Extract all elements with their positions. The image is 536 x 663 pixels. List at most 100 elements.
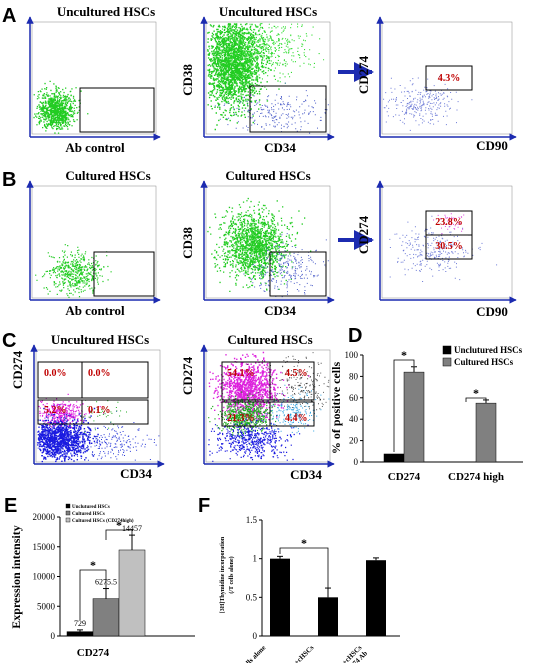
plot-title: Uncultured HSCs — [57, 4, 155, 19]
panel-label-a: A — [2, 5, 16, 27]
gate-percent-upper: 23.8% — [435, 217, 463, 228]
scatter-points — [389, 215, 498, 282]
y-tick-label: 1 — [253, 554, 258, 564]
y-axis-label: [3H]Thymidine incorporation — [220, 536, 226, 613]
gate-box-lower — [425, 234, 473, 260]
bar-chart-e: 0 5000 10000 15000 20000 Expression intensity… — [9, 503, 195, 659]
gate-box — [269, 251, 327, 297]
flow-plot-a2: Uncultured HSCs CD34 CD38 — [180, 4, 335, 155]
y-tick-label: 0 — [253, 631, 258, 641]
quadrant-percent-ur: 0.0% — [88, 368, 111, 379]
x-axis-label: CD34 — [120, 466, 152, 481]
significance-star: * — [301, 536, 307, 550]
x-axis-label: Ab control — [65, 140, 125, 155]
scatter-points — [35, 244, 112, 298]
y-tick-label: 5000 — [37, 601, 56, 611]
bar-chart-f: 0 0.5 1 1.5 [3H]Thymidine incorporation (/T c… — [220, 515, 400, 663]
bar — [403, 371, 425, 463]
scatter-points — [208, 351, 310, 429]
panel-label-e: E — [4, 495, 17, 517]
plot-title: Cultured HSCs — [225, 168, 310, 183]
legend-swatch — [65, 517, 71, 523]
y-axis-label: % of positive cells — [329, 362, 343, 455]
significance-bracket — [465, 397, 487, 402]
y-axis-label: CD274 — [180, 356, 195, 395]
scatter-points — [209, 23, 325, 94]
flow-plot-c2: Cultured HSCs 54.1% 4.5% 21.3% 4.4% CD34… — [180, 332, 335, 482]
y-tick-label: 1.5 — [246, 515, 258, 525]
panel-label-d: D — [348, 325, 362, 347]
scatter-cloud — [207, 23, 329, 134]
scatter-points — [207, 23, 284, 131]
y-axis-label: CD274 — [10, 350, 25, 389]
category-label-line: T cells +cHSCs — [278, 644, 316, 663]
y-axis-label: CD38 — [180, 64, 195, 96]
legend-label: Cultured HSCs — [454, 357, 514, 367]
x-axis-label: CD34 — [264, 303, 296, 318]
scatter-cloud — [207, 197, 329, 298]
scatter-points — [208, 414, 309, 462]
x-axis-label: CD34 — [290, 467, 322, 482]
scatter-points — [33, 80, 89, 134]
panel-c: Uncultured HSCs 0.0% 0.0% 5.2% 0.1% CD34… — [10, 332, 335, 482]
y-axis-label: CD274 — [356, 55, 371, 94]
x-axis-label: CD90 — [476, 138, 508, 153]
legend-label: Unclutured HSCs — [72, 505, 110, 510]
category-label: CD274 — [77, 647, 110, 659]
legend-label: Cultured HSCs (CD274high) — [72, 519, 134, 524]
y-tick-label: 100 — [345, 350, 359, 360]
scatter-cloud — [37, 393, 160, 463]
category-label-line: T cells alone — [236, 644, 268, 663]
scatter-cloud — [35, 244, 112, 298]
y-tick-label: 20000 — [33, 512, 56, 522]
quadrant-percent-lr: 4.4% — [285, 413, 308, 424]
significance-bracket — [393, 359, 415, 452]
plot-title: Uncultured HSCs — [219, 4, 317, 19]
bar — [475, 402, 497, 463]
y-axis-label: (/T cells alone) — [228, 556, 235, 593]
plot-frame — [381, 185, 513, 299]
quadrant-percent-ul: 54.1% — [227, 368, 255, 379]
bar — [92, 598, 120, 637]
gate-percent-lower: 30.5% — [435, 241, 463, 252]
y-tick-label: 40 — [349, 414, 359, 424]
scatter-cloud — [208, 351, 330, 462]
significance-star: * — [473, 386, 479, 400]
panel-label-c: C — [2, 330, 16, 352]
flow-plot-c1: Uncultured HSCs 0.0% 0.0% 5.2% 0.1% CD34… — [10, 332, 165, 481]
gate-percent: 4.3% — [438, 73, 461, 84]
gate-box — [425, 65, 473, 91]
significance-bracket — [279, 547, 329, 592]
category-label: CD274 high — [448, 471, 504, 483]
y-tick-label: 80 — [349, 371, 359, 381]
y-axis-label: CD38 — [180, 227, 195, 259]
bar — [66, 631, 94, 637]
quadrant-lr — [81, 399, 149, 425]
quadrant-ur — [269, 361, 315, 401]
category-label: CD274 — [388, 471, 421, 483]
panel-label-f: F — [198, 495, 210, 517]
significance-bracket — [79, 569, 107, 620]
category-label: T cells +cHSCs+CD274 Ab — [326, 644, 369, 663]
scatter-points — [208, 391, 278, 445]
panel-b: Cultured HSCs Ab control Cultured HSCs C… — [26, 168, 517, 319]
y-tick-label: 0 — [51, 631, 56, 641]
legend-swatch — [442, 357, 452, 367]
x-axis-label: Ab control — [65, 303, 125, 318]
x-axis-label: CD90 — [476, 304, 508, 319]
category-label: T cells +cHSCs — [278, 644, 316, 663]
plot-frame — [381, 21, 513, 135]
bar-value-label: 729 — [74, 619, 86, 628]
quadrant-ur — [81, 361, 149, 399]
plot-title: Cultured HSCs — [227, 332, 312, 347]
flow-plot-a1: Uncultured HSCs Ab control — [26, 4, 161, 155]
scatter-cloud — [389, 213, 498, 282]
y-tick-label: 15000 — [33, 542, 56, 552]
scatter-points — [207, 197, 312, 292]
bar — [366, 560, 386, 636]
bar — [383, 453, 405, 463]
bar — [318, 597, 338, 636]
quadrant-percent-ur: 4.5% — [285, 368, 308, 379]
flow-plot-b1: Cultured HSCs Ab control — [26, 168, 161, 318]
